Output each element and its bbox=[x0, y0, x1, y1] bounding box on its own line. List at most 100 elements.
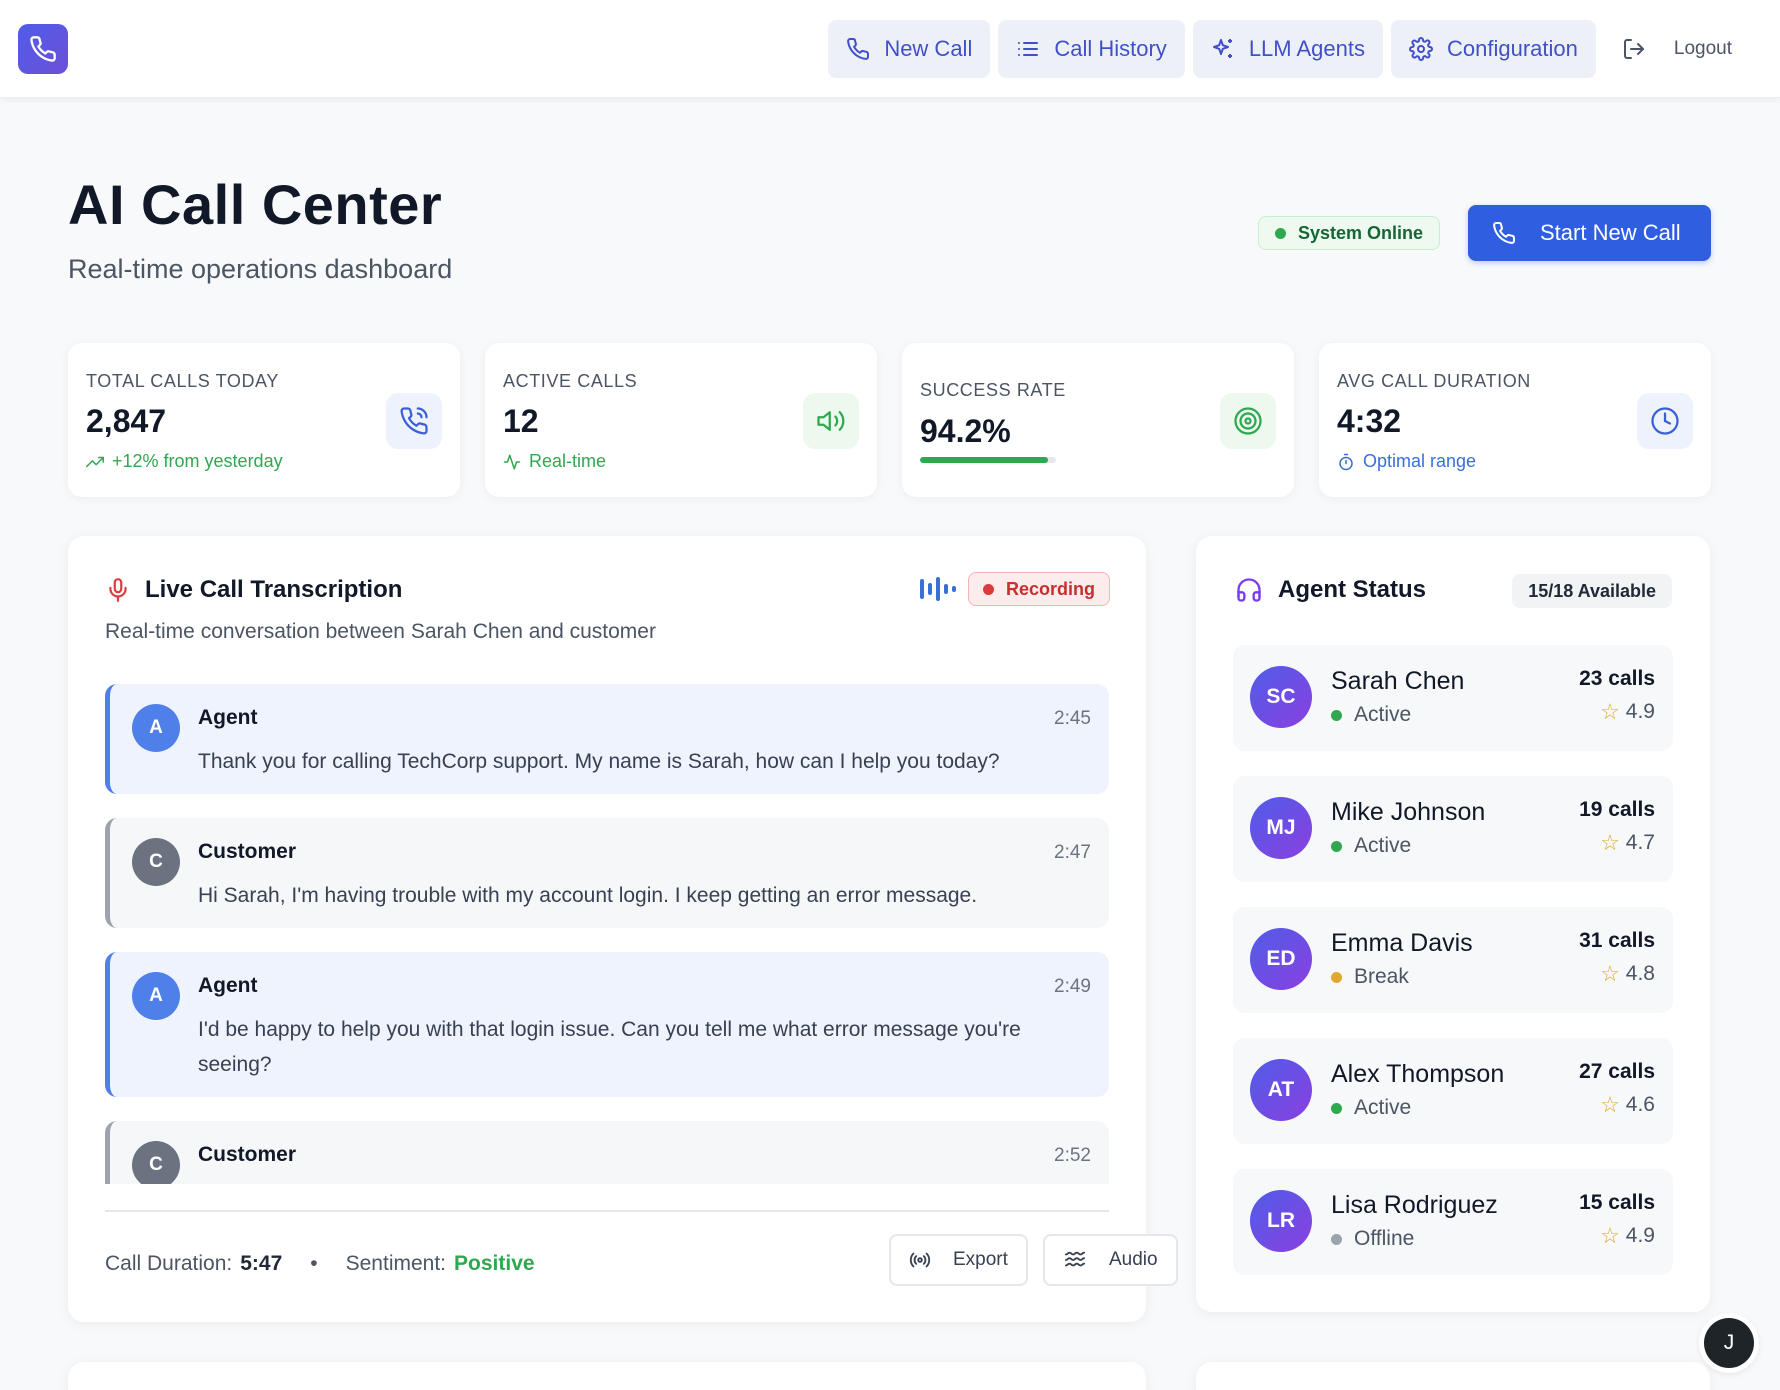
app-logo[interactable] bbox=[18, 24, 68, 74]
export-label: Export bbox=[953, 1249, 1008, 1270]
agent-status-label: Offline bbox=[1354, 1227, 1415, 1250]
avatar: LR bbox=[1250, 1190, 1312, 1252]
call-meta: Call Duration: 5:47 • Sentiment: Positiv… bbox=[105, 1252, 535, 1276]
speaker-avatar: A bbox=[132, 972, 180, 1020]
agent-row[interactable]: MJ Mike Johnson Active 19 calls ☆ 4.7 bbox=[1233, 776, 1673, 882]
agent-status-label: Active bbox=[1354, 834, 1412, 857]
stat-trend: Real-time bbox=[503, 451, 606, 472]
start-new-call-label: Start New Call bbox=[1540, 220, 1681, 245]
agent-rating: ☆ 4.7 bbox=[1600, 830, 1655, 856]
stat-card-total-calls: TOTAL CALLS TODAY 2,847 +12% from yester… bbox=[68, 343, 460, 497]
stat-trend: +12% from yesterday bbox=[86, 451, 283, 472]
agent-status-title: Agent Status bbox=[1234, 576, 1426, 604]
agent-status: Active bbox=[1331, 703, 1411, 727]
rating-value: 4.6 bbox=[1625, 1093, 1655, 1116]
status-dot bbox=[1331, 971, 1342, 983]
timer-icon bbox=[1339, 453, 1353, 470]
stat-card-active-calls: ACTIVE CALLS 12 Real-time bbox=[485, 343, 877, 497]
sparkles-icon bbox=[1212, 39, 1232, 58]
nav-label: New Call bbox=[884, 36, 973, 61]
waves-icon bbox=[1064, 1251, 1086, 1267]
agent-status: Break bbox=[1331, 965, 1409, 989]
nav-new-call[interactable]: New Call bbox=[828, 20, 991, 78]
nav-call-history[interactable]: Call History bbox=[998, 20, 1185, 78]
status-dot bbox=[1331, 1102, 1342, 1114]
availability-badge: 15/18 Available bbox=[1512, 574, 1672, 608]
transcript-message: C Customer 2:47 Hi Sarah, I'm having tro… bbox=[105, 818, 1109, 928]
agent-status-label: Active bbox=[1354, 1096, 1412, 1119]
agent-calls: 23 calls bbox=[1579, 667, 1655, 690]
logout-button[interactable]: Logout bbox=[1604, 20, 1750, 78]
agent-row[interactable]: ED Emma Davis Break 31 calls ☆ 4.8 bbox=[1233, 907, 1673, 1013]
main-nav: New Call Call History LLM Agents Configu… bbox=[828, 20, 1750, 78]
live-transcription-card: Live Call Transcription Real-time conver… bbox=[68, 536, 1178, 1322]
list-icon bbox=[1018, 42, 1039, 56]
agent-row[interactable]: SC Sarah Chen Active 23 calls ☆ 4.9 bbox=[1233, 645, 1673, 751]
card-title-text: Agent Status bbox=[1278, 576, 1427, 603]
star-icon: ☆ bbox=[1600, 961, 1620, 986]
stat-icon-box bbox=[386, 393, 442, 449]
agent-name: Lisa Rodriguez bbox=[1331, 1191, 1498, 1219]
phone-icon bbox=[1493, 221, 1516, 244]
avatar: SC bbox=[1250, 666, 1312, 728]
rating-value: 4.9 bbox=[1625, 700, 1655, 723]
progress-fill bbox=[920, 457, 1049, 463]
stat-label: TOTAL CALLS TODAY bbox=[86, 371, 279, 391]
transcript-message: C Customer 2:52 bbox=[105, 1121, 1109, 1184]
agent-row[interactable]: AT Alex Thompson Active 27 calls ☆ 4.6 bbox=[1233, 1038, 1673, 1144]
stat-icon-box bbox=[1220, 393, 1276, 449]
sentiment-label: Sentiment: bbox=[345, 1252, 447, 1275]
recording-badge: Recording bbox=[968, 572, 1111, 606]
agent-row[interactable]: LR Lisa Rodriguez Offline 15 calls ☆ 4.9 bbox=[1233, 1169, 1673, 1275]
nav-label: Call History bbox=[1054, 36, 1167, 61]
star-icon: ☆ bbox=[1600, 1092, 1620, 1117]
stat-label: ACTIVE CALLS bbox=[503, 371, 638, 391]
agent-status-label: Active bbox=[1354, 703, 1412, 726]
agent-rating: ☆ 4.9 bbox=[1600, 699, 1655, 725]
stat-sub-text: Real-time bbox=[529, 451, 607, 471]
stat-card-avg-duration: AVG CALL DURATION 4:32 Optimal range bbox=[1319, 343, 1711, 497]
agent-status-label: Break bbox=[1354, 965, 1409, 988]
speaker-name: Customer bbox=[198, 1143, 297, 1166]
audio-button[interactable]: Audio bbox=[1043, 1234, 1178, 1286]
nav-llm-agents[interactable]: LLM Agents bbox=[1192, 20, 1383, 78]
speaker-name: Customer bbox=[198, 840, 297, 863]
speaker-name: Agent bbox=[198, 974, 258, 997]
message-time: 2:52 bbox=[1054, 1145, 1091, 1166]
avatar: ED bbox=[1250, 928, 1312, 990]
speaker-avatar: C bbox=[132, 838, 180, 886]
nav-configuration[interactable]: Configuration bbox=[1391, 20, 1596, 78]
status-label: System Online bbox=[1298, 222, 1424, 243]
headphones-icon bbox=[1237, 578, 1261, 602]
nav-label: LLM Agents bbox=[1248, 36, 1365, 61]
transcription-footer: Call Duration: 5:47 • Sentiment: Positiv… bbox=[105, 1210, 1178, 1290]
avatar: MJ bbox=[1250, 797, 1312, 859]
agent-rating: ☆ 4.6 bbox=[1600, 1092, 1655, 1118]
phone-icon bbox=[30, 36, 56, 62]
card-title-text: Live Call Transcription bbox=[145, 576, 403, 603]
user-avatar-button[interactable]: J bbox=[1704, 1318, 1754, 1368]
transcript-message-list[interactable]: A Agent 2:45 Thank you for calling TechC… bbox=[105, 684, 1109, 1184]
agent-status: Active bbox=[1331, 1096, 1411, 1120]
microphone-icon bbox=[109, 578, 127, 602]
stat-value: 2,847 bbox=[86, 403, 167, 439]
system-status-badge: System Online bbox=[1258, 216, 1441, 250]
speaker-avatar: C bbox=[132, 1141, 180, 1184]
export-button[interactable]: Export bbox=[889, 1234, 1028, 1286]
agent-name: Mike Johnson bbox=[1331, 798, 1486, 826]
rating-value: 4.7 bbox=[1625, 831, 1655, 854]
phone-icon bbox=[847, 37, 870, 60]
agent-name: Alex Thompson bbox=[1331, 1060, 1505, 1088]
recording-dot bbox=[983, 583, 994, 595]
gear-icon bbox=[1409, 37, 1433, 61]
top-navigation-bar: New Call Call History LLM Agents Configu… bbox=[0, 0, 1780, 98]
message-time: 2:47 bbox=[1054, 842, 1091, 863]
agent-name: Emma Davis bbox=[1331, 929, 1473, 957]
message-time: 2:45 bbox=[1054, 708, 1091, 729]
stat-card-success-rate: SUCCESS RATE 94.2% bbox=[902, 343, 1294, 497]
star-icon: ☆ bbox=[1600, 1223, 1620, 1248]
broadcast-icon bbox=[909, 1252, 931, 1268]
agent-calls: 27 calls bbox=[1579, 1060, 1655, 1083]
speaker-icon bbox=[817, 411, 845, 431]
start-new-call-button[interactable]: Start New Call bbox=[1468, 205, 1711, 261]
